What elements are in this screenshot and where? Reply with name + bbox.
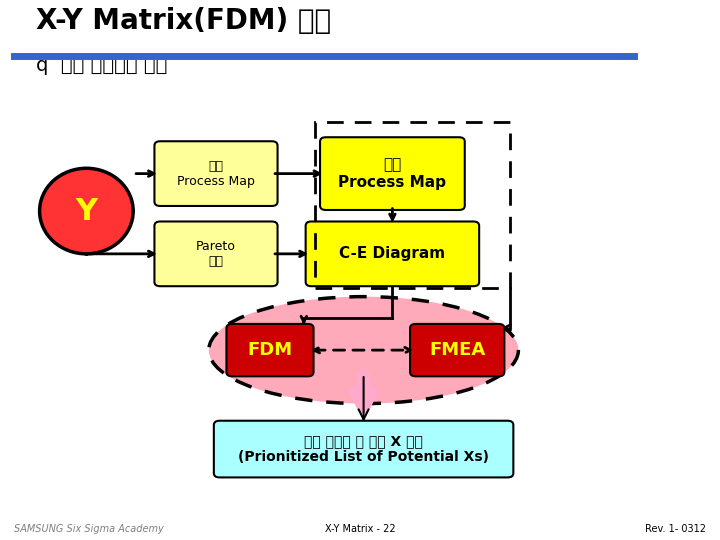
Text: X-Y Matrix(FDM) 작성: X-Y Matrix(FDM) 작성 — [36, 6, 331, 35]
Text: 상위
Process Map: 상위 Process Map — [177, 160, 255, 187]
Text: Rev. 1- 0312: Rev. 1- 0312 — [644, 524, 706, 534]
Text: 상세
Process Map: 상세 Process Map — [338, 158, 446, 190]
Text: q  다른 기법들의 관계: q 다른 기법들의 관계 — [36, 56, 167, 75]
FancyBboxPatch shape — [226, 324, 314, 376]
FancyBboxPatch shape — [154, 221, 277, 286]
Text: FDM: FDM — [248, 341, 292, 359]
FancyBboxPatch shape — [214, 421, 513, 477]
Text: Pareto
분석: Pareto 분석 — [196, 240, 236, 268]
Ellipse shape — [40, 168, 133, 254]
FancyBboxPatch shape — [410, 324, 504, 376]
Text: 우선 순위화 된 잠재 X 목록
(Prionitized List of Potential Xs): 우선 순위화 된 잠재 X 목록 (Prionitized List of Po… — [238, 434, 489, 464]
FancyBboxPatch shape — [306, 221, 480, 286]
Text: X-Y Matrix - 22: X-Y Matrix - 22 — [325, 524, 395, 534]
Text: SAMSUNG Six Sigma Academy: SAMSUNG Six Sigma Academy — [14, 524, 164, 534]
Text: FMEA: FMEA — [429, 341, 485, 359]
Text: C-E Diagram: C-E Diagram — [339, 246, 446, 261]
Ellipse shape — [209, 296, 518, 403]
FancyBboxPatch shape — [320, 137, 465, 210]
Text: Y: Y — [76, 197, 97, 226]
FancyBboxPatch shape — [154, 141, 277, 206]
